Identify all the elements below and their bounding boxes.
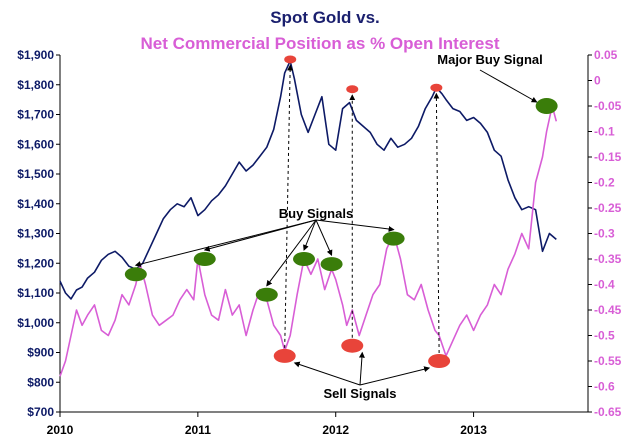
gold-peak-marker	[346, 85, 359, 94]
chart-title: Spot Gold vs.	[270, 8, 380, 27]
buy-signal-marker	[320, 257, 343, 272]
annotation-arrows	[134, 64, 538, 386]
left-tick-label: $1,100	[17, 286, 54, 300]
left-tick-label: $1,600	[17, 137, 54, 151]
net-commercial-position-line	[59, 105, 558, 377]
right-tick-label: -0.3	[594, 227, 615, 241]
x-tick-label: 2013	[460, 423, 487, 437]
left-tick-label: $1,800	[17, 78, 54, 92]
signal-markers	[124, 55, 558, 368]
chart-subtitle: Net Commercial Position as % Open Intere…	[141, 34, 500, 53]
x-ticks: 2010 2011 2012 2013	[47, 412, 487, 437]
sell-signal-arrow	[358, 351, 365, 386]
sell-signal-arrow	[359, 366, 431, 386]
x-tick-label: 2011	[185, 423, 211, 437]
left-tick-label: $1,200	[17, 256, 54, 270]
left-tick-label: $900	[27, 346, 54, 360]
sell-to-peak-arrow	[433, 92, 440, 354]
buy-signal-arrow	[134, 219, 317, 267]
right-tick-label: -0.4	[594, 278, 615, 292]
x-tick-label: 2010	[47, 423, 74, 437]
right-tick-label: 0	[594, 74, 601, 88]
sell-signal-marker	[428, 354, 451, 368]
buy-signal-arrow	[266, 219, 317, 287]
right-tick-label: -0.5	[594, 329, 615, 343]
sell-signal-marker	[273, 348, 296, 363]
right-tick-label: -0.25	[594, 201, 622, 215]
major-buy-signal-marker	[535, 98, 558, 114]
buy-signal-marker	[193, 252, 216, 266]
major-buy-signal-label: Major Buy Signal	[437, 52, 542, 67]
right-tick-label: -0.6	[594, 380, 615, 394]
buy-signal-arrow	[203, 219, 317, 252]
x-tick-label: 2012	[322, 423, 349, 437]
right-tick-label: -0.15	[594, 150, 622, 164]
buy-signal-arrow	[303, 219, 317, 251]
sell-signal-arrow	[293, 361, 361, 386]
left-tick-label: $800	[27, 375, 54, 389]
buy-signal-marker	[382, 231, 405, 246]
major-buy-arrow	[479, 69, 538, 103]
right-tick-label: -0.2	[594, 176, 615, 190]
right-tick-label: -0.35	[594, 252, 622, 266]
right-ticks: 0.05 0 -0.05 -0.1 -0.15 -0.2 -0.25 -0.3 -0.35 -0.…	[588, 48, 622, 419]
right-tick-label: -0.45	[594, 303, 622, 317]
left-tick-label: $1,900	[17, 48, 54, 62]
buy-signal-arrow	[315, 219, 333, 257]
buy-signal-marker	[255, 287, 278, 302]
gold-peak-marker	[430, 83, 443, 92]
right-tick-label: 0.05	[594, 48, 618, 62]
left-ticks: $700 $800 $900 $1,000 $1,100 $1,200 $1,300 $1,4…	[17, 48, 60, 419]
right-tick-label: -0.05	[594, 99, 622, 113]
buy-signal-marker	[124, 267, 147, 282]
sell-signals-label: Sell Signals	[324, 386, 397, 401]
left-tick-label: $1,300	[17, 227, 54, 241]
sell-to-peak-arrow	[284, 64, 294, 348]
left-tick-label: $1,700	[17, 108, 54, 122]
left-tick-label: $1,000	[17, 316, 54, 330]
gold-peak-marker	[284, 55, 297, 64]
sell-signal-marker	[341, 338, 364, 353]
left-tick-label: $1,400	[17, 197, 54, 211]
right-tick-label: -0.65	[594, 405, 622, 419]
buy-signals-label: Buy Signals	[279, 206, 353, 221]
right-tick-label: -0.1	[594, 125, 615, 139]
buy-signal-marker	[293, 252, 316, 266]
right-tick-label: -0.55	[594, 354, 622, 368]
buy-signal-arrow	[315, 219, 395, 232]
left-tick-label: $1,500	[17, 167, 54, 181]
left-tick-label: $700	[27, 405, 54, 419]
